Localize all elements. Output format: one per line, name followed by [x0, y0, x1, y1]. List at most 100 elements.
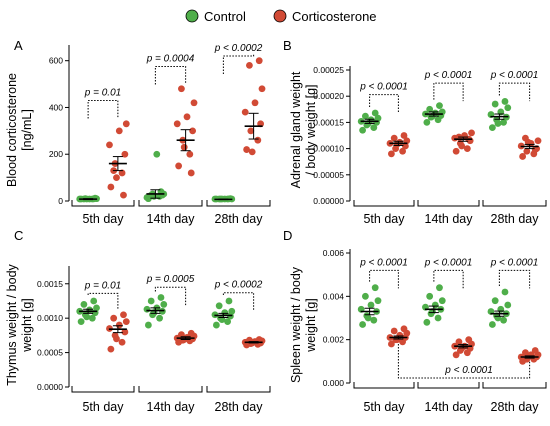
data-point-corticosterone: [531, 347, 539, 354]
data-point-control: [423, 119, 431, 126]
data-point-control: [215, 302, 223, 310]
data-point-control: [359, 321, 366, 328]
data-point-corticosterone: [519, 153, 527, 160]
data-point-control: [93, 304, 100, 312]
data-point-corticosterone: [402, 142, 409, 150]
category-label: 5th day: [82, 400, 124, 414]
y-axis-label: Blood corticosterone[ng/mL]: [5, 73, 34, 187]
panels: A Blood corticosterone[ng/mL] 0 200 400 600 5t…: [5, 38, 547, 414]
y-axis-label-line: weight [g]: [304, 298, 318, 353]
data-point-control: [225, 297, 233, 305]
legend: Control Corticosterone: [185, 9, 377, 24]
data-point-control: [88, 314, 96, 322]
data-point-control: [494, 314, 502, 322]
data-point-corticosterone: [121, 328, 129, 336]
data-point-control: [374, 114, 382, 122]
data-point-corticosterone: [118, 169, 126, 177]
y-axis-label: Adrenal gland weight/ body weight [g]: [289, 71, 318, 188]
p-value-label: p = 0.01: [84, 280, 121, 291]
p-value-label: p < 0.0001: [490, 70, 539, 81]
data-point-corticosterone: [531, 146, 539, 154]
data-point-corticosterone: [175, 162, 183, 170]
group-bracket: [482, 382, 547, 389]
data-point-corticosterone: [534, 137, 542, 145]
data-point-corticosterone: [183, 113, 191, 121]
legend-control-marker: [185, 9, 199, 23]
data-point-control: [364, 314, 372, 322]
data-point-control: [374, 297, 382, 305]
p-value-label: p = 0.0004: [146, 54, 195, 65]
data-point-corticosterone: [107, 345, 115, 353]
data-point-control: [212, 321, 220, 329]
data-point-corticosterone: [241, 108, 249, 116]
data-point-control: [501, 98, 509, 105]
data-point-control: [504, 104, 512, 112]
data-point-control: [438, 297, 446, 305]
legend-cort-label: Corticosterone: [292, 9, 377, 24]
data-point-control: [143, 305, 151, 313]
data-point-corticosterone: [107, 183, 115, 191]
y-tick-label: 0.006: [323, 248, 345, 258]
y-tick-label: 0.000: [323, 378, 345, 388]
comparison-bracket: [369, 269, 399, 289]
comparison-bracket: [222, 292, 255, 311]
y-tick-label: 0.00000: [313, 196, 344, 206]
data-point-corticosterone: [247, 127, 255, 135]
panel-letter: B: [283, 38, 292, 53]
p-value-label: p < 0.0001: [424, 257, 473, 268]
data-point-control: [434, 314, 442, 322]
y-axis-label-line: Adrenal gland weight: [289, 71, 303, 188]
group-bracket: [71, 200, 135, 207]
p-value-label: p < 0.0002: [214, 280, 263, 291]
data-point-corticosterone: [122, 318, 130, 326]
y-axis-label-line: / body weight [g]: [304, 84, 318, 175]
data-point-corticosterone: [113, 174, 120, 182]
data-point-control: [160, 301, 168, 308]
y-axis-label: Thymus weight / bodyweight [g]: [5, 263, 34, 385]
data-point-control: [436, 284, 443, 292]
data-point-control: [491, 297, 499, 305]
y-tick-label: 0.00020: [313, 91, 344, 101]
data-point-corticosterone: [121, 150, 129, 158]
data-point-corticosterone: [186, 150, 194, 158]
data-point-corticosterone: [243, 146, 251, 153]
group-bracket: [71, 386, 135, 393]
group-bracket: [482, 200, 547, 207]
data-point-corticosterone: [400, 325, 408, 333]
data-point-corticosterone: [110, 314, 118, 322]
data-point-control: [488, 124, 496, 132]
data-point-control: [77, 318, 85, 326]
category-label: 5th day: [82, 212, 124, 226]
data-point-control: [80, 301, 88, 308]
comparison-bracket-long: [397, 344, 531, 379]
data-point-control: [500, 119, 507, 126]
y-tick-label: 0.002: [323, 335, 345, 345]
data-point-corticosterone: [113, 335, 120, 343]
comparison-bracket: [154, 66, 187, 85]
data-point-control: [488, 321, 496, 328]
y-axis-label-line: Thymus weight / body: [5, 263, 19, 385]
data-point-control: [90, 297, 98, 305]
y-tick-label: 600: [49, 56, 63, 66]
data-point-control: [423, 318, 431, 326]
data-point-corticosterone: [465, 336, 473, 344]
data-point-corticosterone: [468, 129, 475, 137]
data-point-control: [367, 301, 375, 309]
p-value-label: p = 0.0005: [146, 274, 195, 285]
category-label: 5th day: [363, 400, 405, 414]
group-bracket: [417, 200, 480, 207]
data-point-corticosterone: [255, 57, 263, 65]
data-point-corticosterone: [118, 338, 126, 346]
y-tick-label: 0.00005: [313, 170, 344, 180]
data-point-corticosterone: [246, 61, 253, 69]
data-point-corticosterone: [390, 327, 398, 335]
data-point-control: [228, 307, 236, 315]
data-point-control: [500, 316, 507, 324]
panel-A: A Blood corticosterone[ng/mL] 0 200 400 600 5t…: [5, 38, 271, 226]
data-point-control: [426, 292, 434, 300]
data-point-corticosterone: [390, 134, 398, 142]
data-point-control: [147, 297, 155, 305]
group-bracket: [206, 386, 271, 393]
